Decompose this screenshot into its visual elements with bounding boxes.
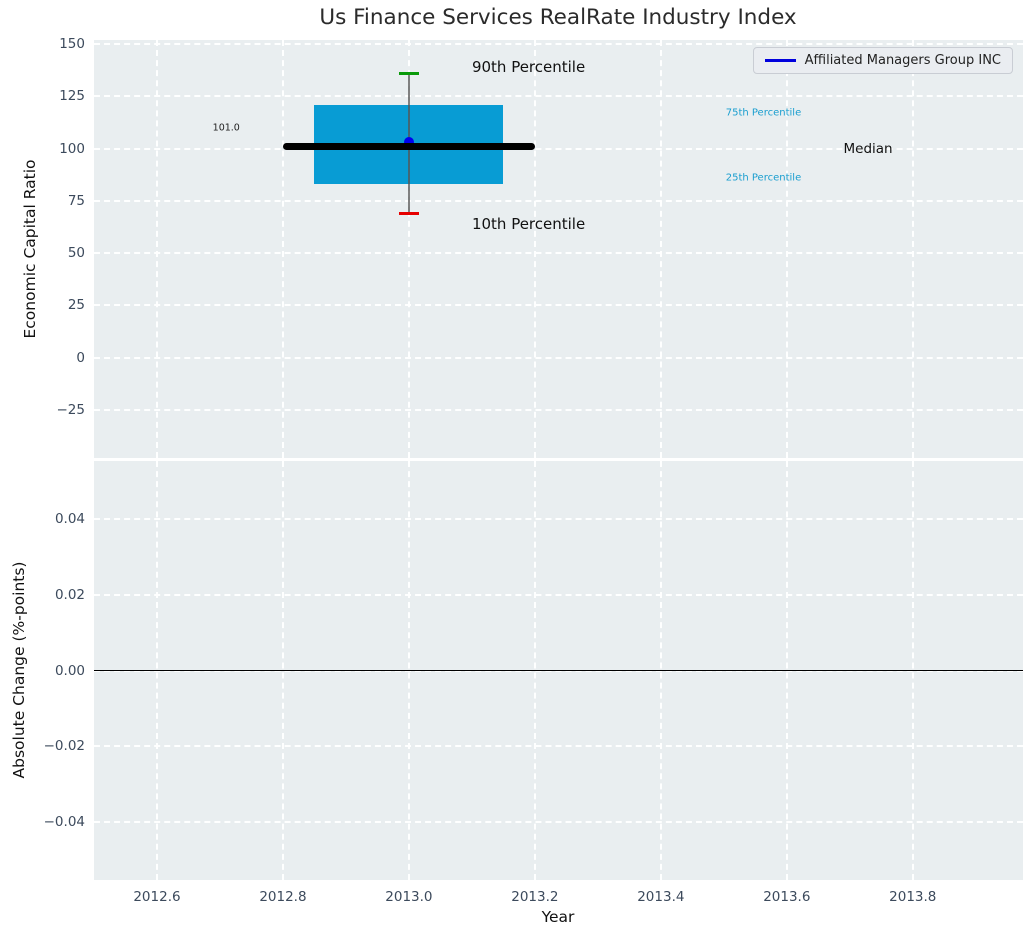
gridline-horizontal bbox=[94, 252, 1023, 255]
gridline-horizontal bbox=[94, 517, 1023, 520]
annotation-median: Median bbox=[843, 140, 893, 157]
gridline-vertical bbox=[533, 40, 536, 458]
y-tick-label: 75 bbox=[67, 192, 85, 209]
gridline-vertical bbox=[281, 40, 284, 458]
whisker-cap-90th bbox=[398, 72, 419, 75]
gridline-horizontal bbox=[94, 593, 1023, 596]
gridline-vertical bbox=[785, 40, 788, 458]
gridline-horizontal bbox=[94, 95, 1023, 98]
x-tick-label: 2013.8 bbox=[889, 889, 937, 905]
y-tick-label: 0.04 bbox=[54, 510, 85, 527]
y-tick-label: 125 bbox=[59, 88, 85, 105]
y-tick-label: 150 bbox=[59, 36, 85, 53]
gridline-vertical bbox=[659, 40, 662, 458]
y-tick-label: −0.02 bbox=[43, 738, 85, 755]
y-tick-label: 0.00 bbox=[54, 662, 85, 679]
median-line bbox=[282, 143, 535, 151]
gridline-horizontal bbox=[94, 745, 1023, 748]
gridline-horizontal bbox=[94, 304, 1023, 307]
x-tick-label: 2012.8 bbox=[259, 889, 307, 905]
company-value-dot bbox=[403, 137, 414, 148]
y-tick-label: −0.04 bbox=[43, 814, 85, 831]
y-tick-label: −25 bbox=[56, 401, 86, 418]
x-tick-label: 2013.0 bbox=[385, 889, 433, 905]
y-tick-label: 0 bbox=[76, 349, 85, 366]
top-plot-area: Affiliated Managers Group INC 150 125 100 7… bbox=[57, 36, 1023, 458]
gridline-vertical bbox=[155, 40, 158, 458]
annotation-90th-percentile: 90th Percentile bbox=[471, 58, 586, 77]
y-tick-label: 100 bbox=[59, 140, 85, 157]
x-tick-label: 2013.6 bbox=[763, 889, 811, 905]
gridline-horizontal bbox=[94, 821, 1023, 824]
legend-color-line bbox=[764, 59, 796, 62]
gridline-horizontal bbox=[94, 199, 1023, 202]
gridline-vertical bbox=[407, 40, 410, 458]
y-tick-label: 50 bbox=[67, 245, 85, 262]
gridline-horizontal bbox=[94, 43, 1023, 46]
y-tick-label: 25 bbox=[67, 297, 85, 314]
bottom-plot-area: 0.04 0.02 0.00 −0.02 −0.04 2012.6 2012.8 2013.0… bbox=[44, 461, 1023, 905]
gridline-horizontal bbox=[94, 147, 1023, 150]
x-tick-label: 2012.6 bbox=[133, 889, 181, 905]
y-axis-label-bottom: Absolute Change (%-points) bbox=[10, 561, 28, 779]
gridline-vertical bbox=[911, 40, 914, 458]
x-tick-label: 2013.4 bbox=[637, 889, 685, 905]
annotation-10th-percentile: 10th Percentile bbox=[471, 214, 586, 233]
gridline-horizontal bbox=[94, 356, 1023, 359]
annotation-25th-percentile: 25th Percentile bbox=[725, 172, 802, 184]
chart-title: Us Finance Services RealRate Industry In… bbox=[319, 5, 797, 30]
y-tick-label: 0.02 bbox=[54, 586, 85, 603]
y-axis-label-top: Economic Capital Ratio bbox=[21, 159, 39, 339]
x-tick-label: 2013.2 bbox=[511, 889, 559, 905]
zero-line bbox=[94, 669, 1023, 672]
legend-series-label: Affiliated Managers Group INC bbox=[804, 53, 1001, 68]
annotation-75th-percentile: 75th Percentile bbox=[725, 107, 802, 119]
x-axis-label: Year bbox=[541, 908, 575, 926]
gridline-horizontal bbox=[94, 408, 1023, 411]
whisker-cap-10th bbox=[398, 212, 419, 215]
legend: Affiliated Managers Group INC bbox=[752, 47, 1013, 74]
annotation-101-0: 101.0 bbox=[212, 122, 240, 134]
